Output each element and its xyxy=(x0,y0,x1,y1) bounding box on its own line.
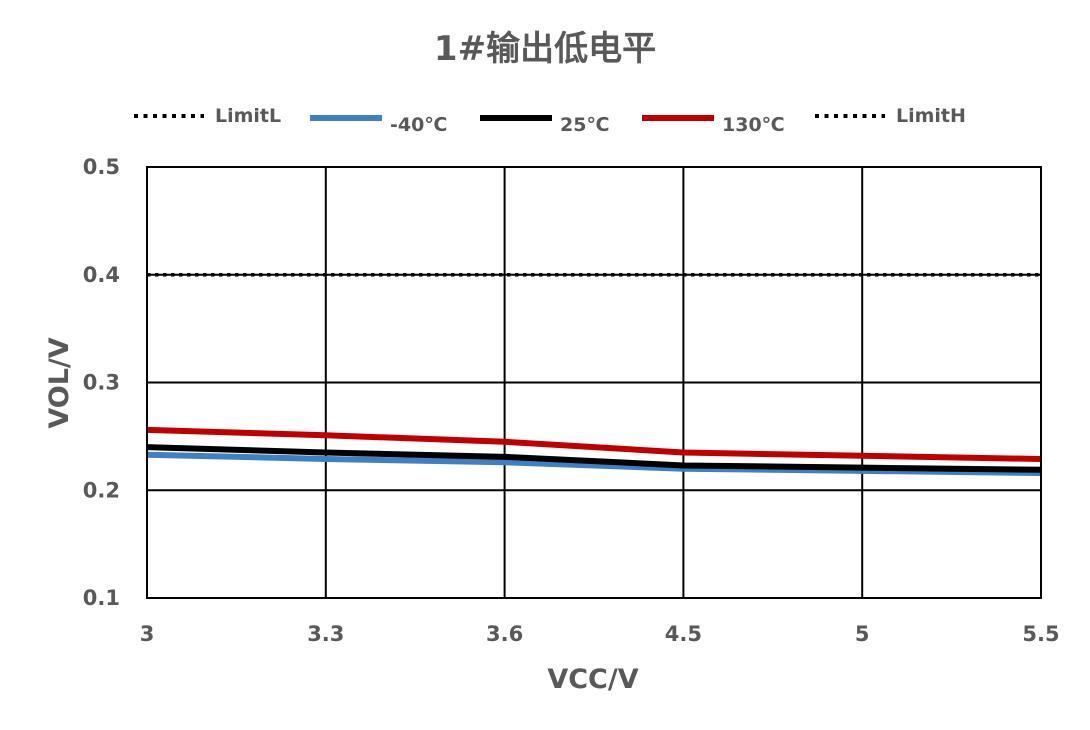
x-tick-label: 5.5 xyxy=(1022,622,1059,646)
x-tick-label: 4.5 xyxy=(665,622,702,646)
legend-label: 25℃ xyxy=(560,114,609,136)
legend-item-3: 130℃ xyxy=(642,114,785,136)
y-tick-label: 0.2 xyxy=(83,478,120,502)
x-tick-label: 3.6 xyxy=(486,622,523,646)
x-tick-label: 3.3 xyxy=(307,622,344,646)
y-tick-label: 0.3 xyxy=(83,371,120,395)
legend-label: -40℃ xyxy=(390,114,447,136)
chart-title: 1#输出低电平 xyxy=(434,29,656,69)
y-axis-title: VOL/V xyxy=(44,337,75,428)
plot-frame xyxy=(146,166,1042,599)
x-axis-ticks: 3 3.3 3.6 4.5 5 5.5 xyxy=(140,622,1060,646)
series-line-1 xyxy=(146,451,1042,477)
x-tick-label: 3 xyxy=(140,622,155,646)
series-line-3 xyxy=(146,426,1042,463)
x-axis-title: VCC/V xyxy=(547,664,638,695)
x-tick-label: 5 xyxy=(855,622,870,646)
y-tick-label: 0.5 xyxy=(83,155,120,179)
y-axis-ticks: 0.1 0.2 0.3 0.4 0.5 xyxy=(83,155,120,610)
plot-grid xyxy=(146,166,1042,599)
series-layer xyxy=(146,273,1042,477)
y-tick-label: 0.4 xyxy=(83,263,120,287)
legend-label: LimitL xyxy=(215,105,281,127)
legend-label: LimitH xyxy=(896,105,966,127)
y-tick-label: 0.1 xyxy=(83,586,120,610)
legend-item-0: LimitL xyxy=(134,105,281,127)
legend-label: 130℃ xyxy=(722,114,785,136)
series-line-2 xyxy=(146,444,1042,473)
legend-item-4: LimitH xyxy=(815,105,966,127)
legend-item-1: -40℃ xyxy=(310,114,447,136)
legend: LimitL -40℃ 25℃ 130℃ LimitH xyxy=(134,105,966,136)
legend-item-2: 25℃ xyxy=(480,114,609,136)
